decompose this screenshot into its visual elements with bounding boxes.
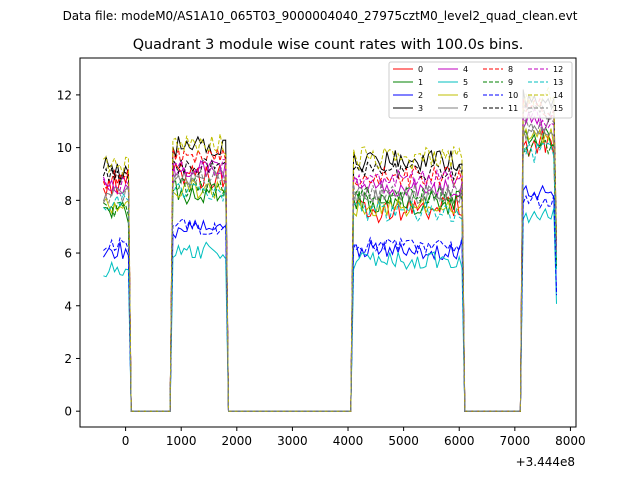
- data-file-label: Data file: modeM0/AS1A10_065T03_90000040…: [63, 9, 578, 23]
- legend-label-10: 10: [508, 91, 518, 100]
- x-tick-label: 3000: [277, 434, 308, 448]
- legend-label-15: 15: [553, 104, 563, 113]
- legend-label-12: 12: [553, 65, 563, 74]
- x-tick-label: 2000: [222, 434, 253, 448]
- y-tick-label: 8: [64, 194, 72, 208]
- y-tick-label: 2: [64, 352, 72, 366]
- x-tick-label: 5000: [388, 434, 419, 448]
- legend-label-1: 1: [418, 78, 423, 87]
- legend-label-0: 0: [418, 65, 423, 74]
- series-line-15: [102, 117, 557, 412]
- x-tick-label: 0: [122, 434, 130, 448]
- legend-label-3: 3: [418, 104, 423, 113]
- x-tick-label: 8000: [555, 434, 586, 448]
- legend-label-4: 4: [463, 65, 468, 74]
- x-offset-label: +3.444e8: [516, 455, 575, 469]
- legend-label-9: 9: [508, 78, 513, 87]
- y-tick-label: 6: [64, 247, 72, 261]
- legend-label-6: 6: [463, 91, 468, 100]
- legend-label-5: 5: [463, 78, 468, 87]
- legend-frame: [388, 61, 573, 119]
- y-tick-label: 4: [64, 299, 72, 313]
- x-axis: 0 1000 2000 3000 4000 5000 6000 7000 8000: [122, 427, 586, 448]
- legend-label-11: 11: [508, 104, 518, 113]
- x-tick-label: 1000: [166, 434, 197, 448]
- y-tick-label: 10: [57, 141, 72, 155]
- axes-frame: [79, 57, 577, 428]
- x-tick-label: 6000: [444, 434, 475, 448]
- y-tick-label: 0: [64, 405, 72, 419]
- legend-label-8: 8: [508, 65, 513, 74]
- x-tick-label: 7000: [500, 434, 531, 448]
- y-axis: 0 2 4 6 8 10 12: [57, 88, 80, 419]
- legend-label-2: 2: [418, 91, 423, 100]
- legend-label-13: 13: [553, 78, 563, 87]
- legend-label-14: 14: [553, 91, 563, 100]
- y-tick-label: 12: [57, 88, 72, 102]
- legend-label-7: 7: [463, 104, 468, 113]
- x-tick-label: 4000: [333, 434, 364, 448]
- chart-title: Quadrant 3 module wise count rates with …: [133, 37, 524, 53]
- series-layer: [102, 86, 557, 412]
